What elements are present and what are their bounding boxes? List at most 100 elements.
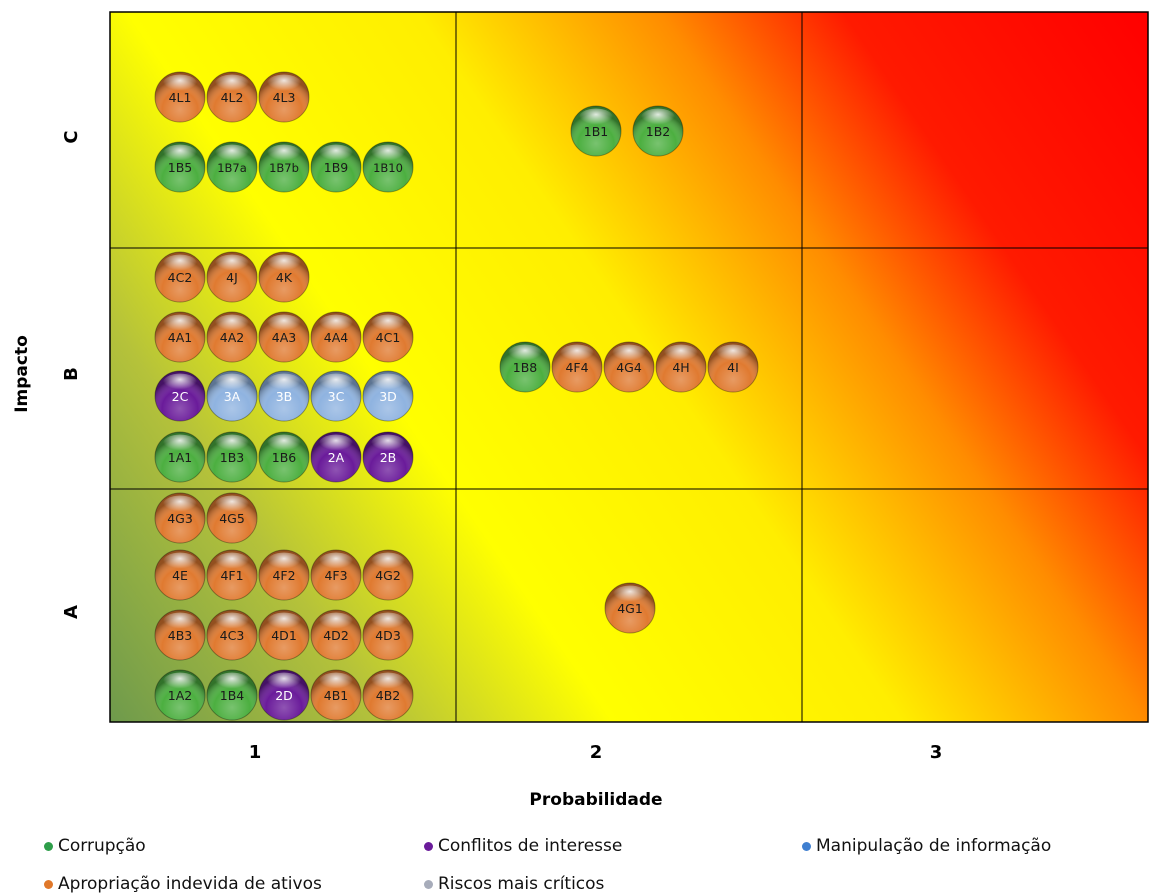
risk-marker-gloss — [214, 144, 250, 165]
risk-marker-label: 2A — [328, 450, 345, 465]
risk-marker-3a: 3A — [206, 370, 258, 422]
legend-swatch-green — [44, 841, 53, 851]
legend-swatch-grey — [424, 879, 433, 889]
risk-marker-label: 4G5 — [219, 511, 245, 526]
risk-marker-gloss — [214, 254, 250, 275]
legend-item-manipulacao: Manipulação de informação — [802, 836, 1051, 856]
risk-marker-gloss — [715, 344, 751, 365]
legend-item-conflitos: Conflitos de interesse — [424, 836, 622, 856]
risk-marker-4f4: 4F4 — [551, 341, 603, 393]
risk-marker-gloss — [318, 144, 354, 165]
risk-marker-label: 4D3 — [375, 628, 401, 643]
risk-marker-gloss — [162, 74, 198, 95]
risk-marker-label: 4C3 — [220, 628, 245, 643]
risk-marker-4a1: 4A1 — [154, 311, 206, 363]
risk-marker-4g4: 4G4 — [603, 341, 655, 393]
risk-marker-gloss — [370, 373, 406, 394]
legend-item-apropriacao: Apropriação indevida de ativos — [44, 874, 322, 894]
risk-marker-label: 4G4 — [616, 360, 642, 375]
risk-marker-4f1: 4F1 — [206, 549, 258, 601]
risk-marker-4h: 4H — [655, 341, 707, 393]
risk-marker-1b9: 1B9 — [310, 141, 362, 193]
risk-marker-4b1: 4B1 — [310, 669, 362, 721]
risk-marker-3c: 3C — [310, 370, 362, 422]
risk-marker-gloss — [266, 373, 302, 394]
risk-marker-label: 1B4 — [220, 688, 245, 703]
risk-marker-4l3: 4L3 — [258, 71, 310, 123]
y-tick-label-a: A — [61, 605, 82, 619]
risk-marker-4f2: 4F2 — [258, 549, 310, 601]
risk-marker-2d: 2D — [258, 669, 310, 721]
risk-marker-gloss — [162, 373, 198, 394]
risk-marker-4b2: 4B2 — [362, 669, 414, 721]
risk-marker-gloss — [318, 373, 354, 394]
risk-marker-4g1: 4G1 — [604, 582, 656, 634]
risk-marker-label: 4B2 — [376, 688, 400, 703]
risk-marker-label: 1B1 — [584, 124, 608, 139]
risk-marker-gloss — [318, 314, 354, 335]
risk-marker-1b7b: 1B7b — [258, 141, 310, 193]
risk-marker-label: 4G1 — [617, 601, 643, 616]
risk-marker-label: 4B1 — [324, 688, 348, 703]
risk-marker-label: 1B8 — [513, 360, 538, 375]
risk-marker-label: 4C2 — [168, 270, 193, 285]
risk-marker-gloss — [214, 672, 250, 693]
risk-marker-gloss — [640, 108, 676, 129]
x-tick-label-1: 1 — [249, 742, 262, 763]
risk-marker-4e: 4E — [154, 549, 206, 601]
legend-label: Manipulação de informação — [816, 836, 1052, 856]
risk-marker-label: 4J — [226, 270, 238, 285]
risk-marker-gloss — [559, 344, 595, 365]
risk-marker-gloss — [266, 314, 302, 335]
risk-marker-label: 3C — [328, 389, 345, 404]
x-axis: 1 2 3 Probabilidade — [249, 742, 943, 810]
risk-marker-4d2: 4D2 — [310, 609, 362, 661]
legend-label: Riscos mais críticos — [438, 874, 605, 894]
risk-marker-gloss — [266, 254, 302, 275]
risk-marker-label: 1B7b — [269, 161, 299, 175]
x-tick-label-3: 3 — [930, 742, 943, 763]
risk-marker-1a1: 1A1 — [154, 431, 206, 483]
risk-marker-1b1: 1B1 — [570, 105, 622, 157]
risk-marker-1b3: 1B3 — [206, 431, 258, 483]
risk-markers: 4L1 4L2 4L3 1B5 1B7a 1B7b 1B9 1B10 1B1 1B2 4C2 4J 4K… — [154, 71, 759, 721]
risk-marker-label: 1B5 — [168, 160, 192, 175]
risk-marker-gloss — [266, 144, 302, 165]
risk-marker-label: 4F2 — [272, 568, 295, 583]
risk-marker-1a2: 1A2 — [154, 669, 206, 721]
risk-marker-label: 3B — [276, 389, 293, 404]
risk-marker-gloss — [611, 344, 647, 365]
y-axis-title: Impacto — [12, 335, 32, 413]
risk-marker-gloss — [214, 373, 250, 394]
risk-marker-2a: 2A — [310, 431, 362, 483]
risk-marker-gloss — [214, 612, 250, 633]
risk-marker-label: 4C1 — [376, 330, 401, 345]
legend-label: Conflitos de interesse — [438, 836, 623, 856]
legend-label: Apropriação indevida de ativos — [58, 874, 322, 894]
risk-marker-gloss — [507, 344, 543, 365]
risk-marker-label: 4L3 — [273, 90, 296, 105]
risk-marker-label: 4A3 — [272, 330, 296, 345]
risk-marker-2b: 2B — [362, 431, 414, 483]
risk-marker-4f3: 4F3 — [310, 549, 362, 601]
risk-marker-label: 2C — [172, 389, 189, 404]
risk-marker-gloss — [370, 552, 406, 573]
risk-marker-label: 2B — [380, 450, 397, 465]
risk-marker-gloss — [214, 552, 250, 573]
risk-marker-label: 4A1 — [168, 330, 192, 345]
risk-marker-label: 1A2 — [168, 688, 192, 703]
risk-marker-4i: 4I — [707, 341, 759, 393]
risk-marker-gloss — [266, 672, 302, 693]
risk-marker-4c2: 4C2 — [154, 251, 206, 303]
risk-marker-4g2: 4G2 — [362, 549, 414, 601]
risk-marker-1b2: 1B2 — [632, 105, 684, 157]
risk-marker-1b6: 1B6 — [258, 431, 310, 483]
risk-marker-label: 1A1 — [168, 450, 192, 465]
risk-marker-gloss — [370, 672, 406, 693]
risk-marker-4a3: 4A3 — [258, 311, 310, 363]
legend-swatch-orange — [44, 879, 53, 889]
legend-label: Corrupção — [58, 836, 146, 856]
risk-marker-gloss — [578, 108, 614, 129]
legend-swatch-purple — [424, 841, 433, 851]
